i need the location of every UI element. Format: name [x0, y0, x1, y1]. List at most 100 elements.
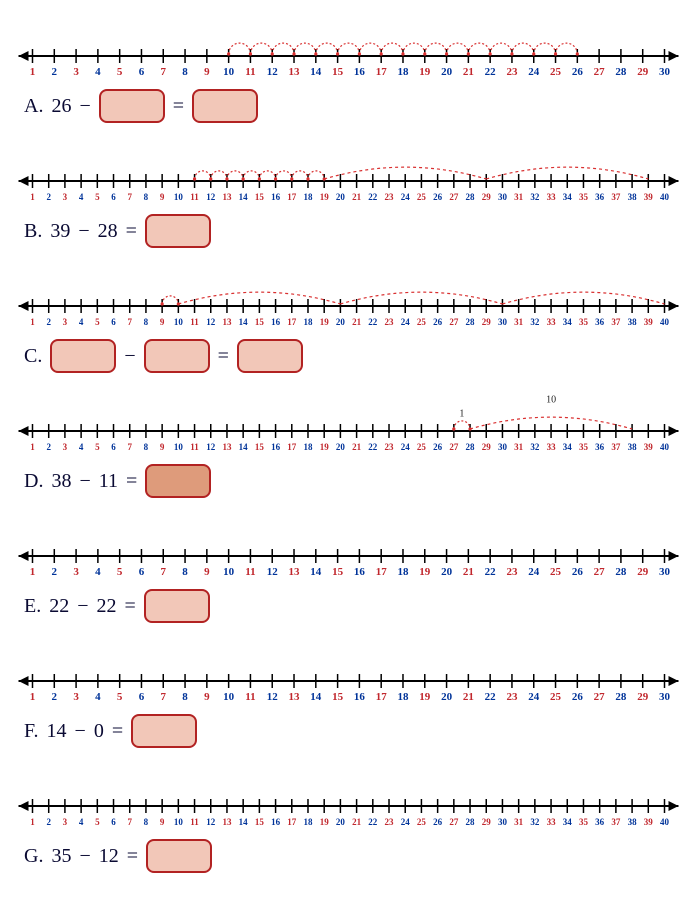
svg-text:16: 16 — [271, 442, 281, 452]
equation-text: 12 — [99, 845, 119, 868]
svg-text:25: 25 — [417, 192, 427, 202]
svg-text:19: 19 — [320, 817, 330, 827]
svg-text:15: 15 — [332, 691, 344, 703]
svg-text:23: 23 — [506, 66, 517, 78]
svg-text:26: 26 — [572, 66, 584, 78]
svg-text:1: 1 — [459, 408, 464, 419]
svg-text:39: 39 — [644, 317, 654, 327]
svg-text:29: 29 — [482, 442, 492, 452]
svg-text:23: 23 — [385, 442, 395, 452]
number-line: 1234567891011121314151617181920212223242… — [16, 512, 681, 579]
svg-text:30: 30 — [498, 442, 508, 452]
svg-text:8: 8 — [144, 817, 149, 827]
svg-text:12: 12 — [206, 817, 216, 827]
equation-text: = — [173, 95, 184, 118]
svg-text:27: 27 — [594, 691, 606, 703]
answer-box[interactable] — [131, 714, 197, 748]
svg-text:37: 37 — [611, 317, 621, 327]
svg-text:6: 6 — [111, 192, 116, 202]
svg-text:3: 3 — [73, 66, 79, 78]
answer-box[interactable] — [145, 464, 211, 498]
answer-box[interactable] — [145, 214, 211, 248]
answer-box[interactable] — [50, 339, 116, 373]
svg-text:14: 14 — [310, 66, 322, 78]
answer-box[interactable] — [144, 589, 210, 623]
svg-text:8: 8 — [182, 691, 188, 703]
svg-text:5: 5 — [95, 317, 100, 327]
svg-text:26: 26 — [433, 317, 443, 327]
svg-text:23: 23 — [385, 817, 395, 827]
worksheet-root: 1234567891011121314151617181920212223242… — [16, 12, 681, 873]
equation-row: B.39−28= — [24, 214, 681, 248]
answer-box[interactable] — [146, 839, 212, 873]
svg-text:25: 25 — [417, 817, 427, 827]
svg-text:4: 4 — [79, 442, 84, 452]
number-line: 1234567891011121314151617181920212223242… — [16, 12, 681, 79]
svg-text:34: 34 — [563, 817, 573, 827]
svg-text:38: 38 — [628, 817, 638, 827]
svg-text:30: 30 — [498, 317, 508, 327]
svg-text:38: 38 — [628, 442, 638, 452]
svg-text:35: 35 — [579, 192, 589, 202]
svg-text:13: 13 — [222, 817, 232, 827]
svg-text:11: 11 — [190, 192, 199, 202]
svg-text:33: 33 — [547, 817, 557, 827]
problem: 1234567891011121314151617181920212223242… — [16, 137, 681, 248]
svg-text:30: 30 — [659, 66, 671, 78]
svg-text:16: 16 — [271, 192, 281, 202]
equation-text: − — [78, 220, 89, 243]
problem-label: A. — [24, 95, 43, 118]
problem: 1234567891011121314151617181920212223242… — [16, 12, 681, 123]
svg-text:16: 16 — [271, 317, 281, 327]
svg-text:17: 17 — [287, 817, 297, 827]
svg-text:1: 1 — [30, 566, 36, 578]
svg-text:18: 18 — [303, 442, 313, 452]
svg-text:12: 12 — [267, 566, 279, 578]
equation-text: = — [127, 845, 138, 868]
number-line: 1234567891011121314151617181920212223242… — [16, 137, 681, 204]
svg-text:3: 3 — [73, 691, 79, 703]
svg-text:5: 5 — [95, 192, 100, 202]
svg-text:6: 6 — [111, 442, 116, 452]
problem-label: E. — [24, 595, 41, 618]
svg-text:21: 21 — [463, 66, 474, 78]
svg-text:29: 29 — [637, 66, 649, 78]
svg-text:1: 1 — [30, 817, 35, 827]
svg-text:19: 19 — [320, 442, 330, 452]
svg-text:22: 22 — [368, 317, 378, 327]
svg-text:40: 40 — [660, 317, 670, 327]
svg-text:40: 40 — [660, 442, 670, 452]
svg-text:35: 35 — [579, 817, 589, 827]
svg-text:11: 11 — [190, 442, 199, 452]
answer-box[interactable] — [192, 89, 258, 123]
svg-text:9: 9 — [160, 192, 165, 202]
svg-text:26: 26 — [572, 566, 584, 578]
problem: 1234567891011121314151617181920212223242… — [16, 262, 681, 373]
svg-text:31: 31 — [514, 442, 524, 452]
equation-row: E.22−22= — [24, 589, 681, 623]
svg-text:6: 6 — [139, 566, 145, 578]
svg-text:34: 34 — [563, 442, 573, 452]
svg-text:7: 7 — [127, 817, 132, 827]
svg-text:7: 7 — [127, 442, 132, 452]
svg-text:15: 15 — [332, 66, 344, 78]
svg-text:33: 33 — [547, 192, 557, 202]
svg-text:14: 14 — [239, 192, 249, 202]
equation-text: − — [79, 470, 90, 493]
svg-text:19: 19 — [419, 66, 431, 78]
svg-text:5: 5 — [95, 442, 100, 452]
answer-box[interactable] — [144, 339, 210, 373]
svg-text:22: 22 — [485, 66, 497, 78]
svg-text:31: 31 — [514, 317, 524, 327]
answer-box[interactable] — [237, 339, 303, 373]
svg-text:38: 38 — [628, 192, 638, 202]
svg-text:32: 32 — [530, 442, 540, 452]
svg-text:4: 4 — [79, 817, 84, 827]
svg-text:25: 25 — [550, 566, 562, 578]
svg-text:21: 21 — [463, 691, 474, 703]
svg-text:3: 3 — [63, 442, 68, 452]
svg-text:5: 5 — [117, 691, 123, 703]
equation-text: = — [112, 720, 123, 743]
svg-text:7: 7 — [161, 66, 167, 78]
answer-box[interactable] — [99, 89, 165, 123]
